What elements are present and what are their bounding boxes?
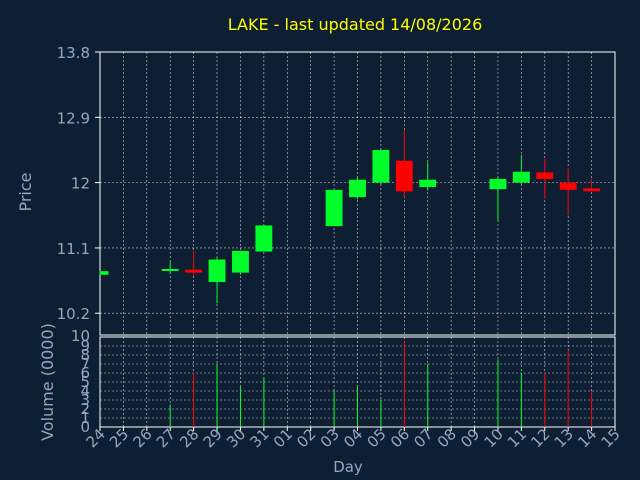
day-tick-label: 26 <box>129 425 155 451</box>
volume-tick-label: 7 <box>80 355 90 373</box>
volume-tick-label: 6 <box>80 364 90 382</box>
day-tick-label: 08 <box>434 425 460 451</box>
candle-body <box>583 188 601 192</box>
volume-tick-label: 4 <box>80 382 90 400</box>
candle-body <box>255 225 273 252</box>
volume-tick-label: 5 <box>80 373 90 391</box>
day-tick-label: 11 <box>504 425 530 451</box>
price-tick-label: 12 <box>71 175 90 193</box>
day-tick-label: 01 <box>270 425 296 451</box>
day-tick-label: 27 <box>153 425 179 451</box>
candle-body <box>325 189 343 227</box>
volume-tick-label: 0 <box>80 418 90 436</box>
candle-body <box>489 178 507 190</box>
candle-body <box>349 179 366 198</box>
day-tick-label: 07 <box>410 425 436 451</box>
volume-tick-label: 3 <box>80 391 90 409</box>
day-axis-label: Day <box>333 458 363 476</box>
day-tick-label: 03 <box>317 425 343 451</box>
price-tick-label: 11.1 <box>57 240 90 258</box>
chart-title: LAKE - last updated 14/08/2026 <box>228 15 483 34</box>
candle-body <box>232 250 249 273</box>
x-tick-labels: 2425262728293031010203040506070809101112… <box>83 425 624 451</box>
volume-tick-label: 2 <box>80 400 90 418</box>
candle-body <box>395 160 413 192</box>
day-tick-label: 02 <box>293 425 319 451</box>
day-tick-label: 28 <box>176 425 202 451</box>
price-tick-label: 13.8 <box>57 44 90 62</box>
day-tick-label: 09 <box>457 425 483 451</box>
candle-body <box>161 268 179 271</box>
day-tick-label: 10 <box>481 425 507 451</box>
day-tick-label: 15 <box>598 425 624 451</box>
day-tick-label: 05 <box>364 425 390 451</box>
price-tick-label: 10.2 <box>57 305 90 323</box>
day-tick-label: 29 <box>200 425 226 451</box>
volume-axis-label: Volume (0000) <box>38 323 57 441</box>
candle-body <box>208 259 226 283</box>
day-tick-label: 12 <box>527 425 553 451</box>
candle-body <box>100 271 109 275</box>
candle-body <box>559 182 577 190</box>
day-tick-label: 14 <box>574 425 600 451</box>
candle-body <box>372 149 390 183</box>
volume-tick-label: 1 <box>80 409 90 427</box>
day-tick-label: 13 <box>551 425 577 451</box>
day-tick-label: 04 <box>340 425 366 451</box>
price-panel: 13.8 12.9 12 11.1 10.2 10 <box>57 44 616 345</box>
candle-body <box>419 179 437 187</box>
volume-tick-label: 8 <box>80 346 90 364</box>
day-tick-label: 06 <box>387 425 413 451</box>
day-tick-label: 30 <box>223 425 249 451</box>
price-tick-label: 12.9 <box>57 109 90 127</box>
volume-tick-label: 9 <box>80 337 90 355</box>
day-tick-label: 25 <box>106 425 132 451</box>
candle-body <box>512 171 530 183</box>
price-axis-label: Price <box>16 172 35 211</box>
candle-body <box>536 172 554 179</box>
price-tick-label-bottom: 10 <box>71 327 90 345</box>
candle-body <box>185 269 203 273</box>
day-tick-label: 31 <box>246 425 272 451</box>
